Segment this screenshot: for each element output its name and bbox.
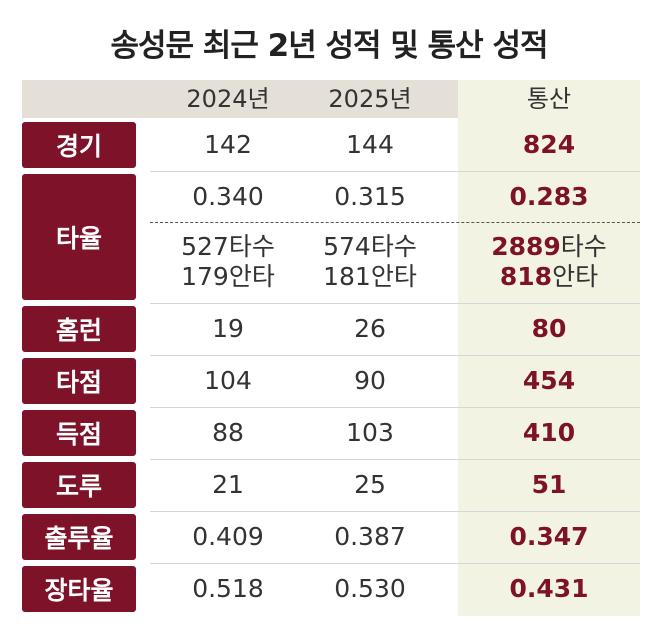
value-cell: 21 [212,470,244,499]
value-cell: 0.409 [192,522,264,551]
row-label: 도루 [22,462,136,508]
row-separator [150,459,640,460]
row-label: 출루율 [22,514,136,560]
value-cell: 410 [522,418,576,447]
detail-line: 818안타 [500,262,598,292]
value-cell: 0.340 [192,182,264,211]
detail-number: 181 [323,262,371,291]
row-label: 경기 [22,122,136,168]
detail-unit: 안타 [228,262,275,291]
total-column-bg [458,80,640,616]
row-separator [150,407,640,408]
detail-number: 527 [181,232,229,261]
detail-unit: 타수 [370,232,417,261]
row-separator [150,171,640,172]
row-label: 득점 [22,410,136,456]
header-cell: 2024년 [186,85,270,113]
header-cell: 2025년 [328,85,412,113]
value-cell: 104 [204,366,252,395]
detail-unit: 안타 [552,262,599,291]
value-cell: 0.347 [509,522,589,551]
value-cell: 0.283 [509,182,589,211]
value-cell: 25 [354,470,386,499]
value-cell: 144 [346,130,394,159]
value-cell: 0.315 [334,182,406,211]
value-cell: 0.387 [334,522,406,551]
row-label: 타점 [22,358,136,404]
detail-unit: 안타 [370,262,417,291]
detail-line: 527타수 [181,232,275,262]
row-separator [150,511,640,512]
detail-number: 574 [323,232,371,261]
value-cell: 0.431 [509,574,589,603]
dotted-divider [150,222,640,223]
value-cell: 0.518 [192,574,264,603]
detail-cell: 527타수 179안타 [162,226,294,298]
value-cell: 19 [212,314,244,343]
detail-number: 818 [499,262,553,291]
value-cell: 26 [354,314,386,343]
value-cell: 80 [531,314,567,343]
detail-number: 179 [181,262,229,291]
header-cell: 통산 [526,85,572,113]
value-cell: 103 [346,418,394,447]
row-separator [150,563,640,564]
detail-line: 574타수 [323,232,417,262]
row-label: 장타율 [22,566,136,612]
detail-cell: 574타수 181안타 [300,226,440,298]
value-cell: 142 [204,130,252,159]
detail-line: 181안타 [323,262,417,292]
detail-line: 2889타수 [491,232,607,262]
value-cell: 0.530 [334,574,406,603]
detail-unit: 타수 [560,232,607,261]
value-cell: 454 [522,366,576,395]
detail-cell: 2889타수 818안타 [458,226,640,298]
value-cell: 88 [212,418,244,447]
detail-unit: 타수 [228,232,275,261]
row-label: 타율 [22,174,136,300]
value-cell: 51 [531,470,567,499]
value-cell: 824 [522,130,576,159]
detail-number: 2889 [491,232,561,261]
value-cell: 90 [354,366,386,395]
row-separator [150,303,640,304]
title: 송성문 최근 2년 성적 및 통산 성적 [110,28,548,64]
row-label: 홈런 [22,306,136,352]
detail-line: 179안타 [181,262,275,292]
row-separator [150,355,640,356]
